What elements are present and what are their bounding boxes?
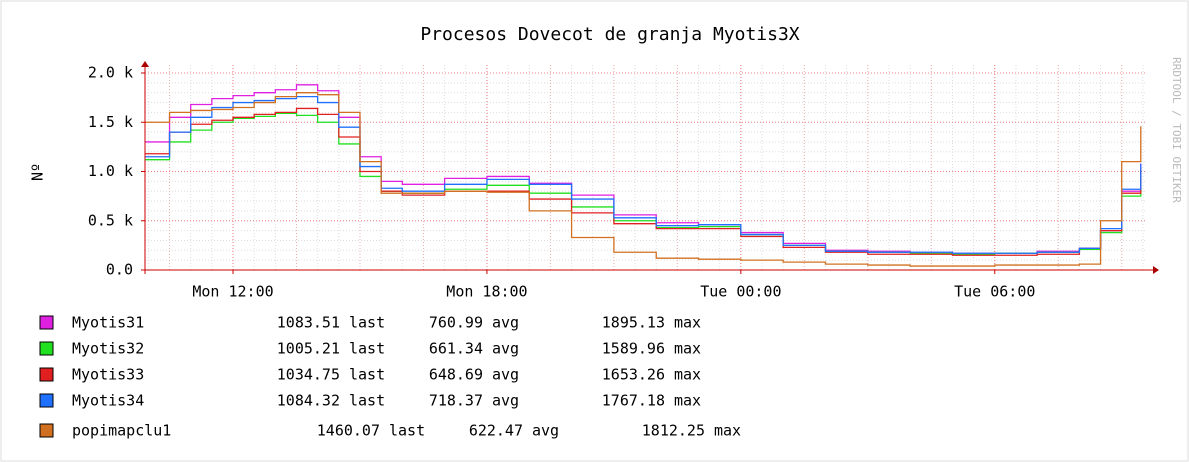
legend-max: 1895.13 — [602, 314, 665, 332]
legend-avg-word: avg — [492, 392, 519, 410]
legend-avg: 648.69 — [429, 366, 483, 384]
legend-avg: 661.34 — [429, 340, 483, 358]
legend-name: Myotis34 — [72, 392, 144, 410]
legend-avg-word: avg — [532, 422, 559, 440]
legend-max-word: max — [714, 422, 741, 440]
x-axis-arrow — [1153, 266, 1159, 274]
legend-last: 1034.75 — [277, 366, 340, 384]
series-line — [145, 95, 1142, 254]
x-tick-label: Tue 00:00 — [700, 283, 781, 301]
x-tick-label: Tue 06:00 — [954, 283, 1035, 301]
plot-area — [145, 65, 1145, 270]
legend-last-word: last — [349, 314, 385, 332]
series-line — [145, 92, 1142, 267]
legend-last-word: last — [349, 366, 385, 384]
legend-avg-word: avg — [492, 366, 519, 384]
legend-swatch — [39, 423, 54, 438]
legend-max-word: max — [674, 340, 701, 358]
legend-avg-word: avg — [492, 314, 519, 332]
chart-title: Procesos Dovecot de granja Myotis3X — [420, 24, 799, 45]
y-tick-label: 0.0 — [106, 261, 133, 279]
x-tick-label: Mon 12:00 — [192, 283, 273, 301]
watermark: RRDTOOL / TOBI OETIKER — [1170, 57, 1183, 203]
legend-max-word: max — [674, 314, 701, 332]
legend-last-word: last — [389, 422, 425, 440]
legend-avg: 760.99 — [429, 314, 483, 332]
legend-max-word: max — [674, 366, 701, 384]
legend-max: 1812.25 — [642, 422, 705, 440]
y-tick-label: 1.5 k — [88, 113, 133, 131]
y-tick-label: 0.5 k — [88, 211, 133, 229]
legend-max: 1589.96 — [602, 340, 665, 358]
legend-last-word: last — [349, 340, 385, 358]
legend-last: 1084.32 — [277, 392, 340, 410]
legend-name: popimapclu1 — [72, 422, 171, 440]
legend-last: 1005.21 — [277, 340, 340, 358]
x-tick-label: Mon 18:00 — [446, 283, 527, 301]
legend-avg-word: avg — [492, 340, 519, 358]
legend-max-word: max — [674, 392, 701, 410]
legend-last: 1083.51 — [277, 314, 340, 332]
legend-swatch — [39, 315, 54, 330]
legend-name: Myotis33 — [72, 366, 144, 384]
legend-name: Myotis32 — [72, 340, 144, 358]
y-axis-arrow — [141, 61, 149, 67]
legend-max: 1767.18 — [602, 392, 665, 410]
legend-avg: 718.37 — [429, 392, 483, 410]
legend-last-word: last — [349, 392, 385, 410]
legend-name: Myotis31 — [72, 314, 144, 332]
legend-last: 1460.07 — [317, 422, 380, 440]
legend-swatch — [39, 341, 54, 356]
legend-swatch — [39, 367, 54, 382]
legend-avg: 622.47 — [469, 422, 523, 440]
legend-max: 1653.26 — [602, 366, 665, 384]
y-tick-label: 2.0 k — [88, 64, 133, 82]
legend-swatch — [39, 393, 54, 408]
y-axis-label: Nº — [29, 163, 47, 181]
y-tick-label: 1.0 k — [88, 162, 133, 180]
